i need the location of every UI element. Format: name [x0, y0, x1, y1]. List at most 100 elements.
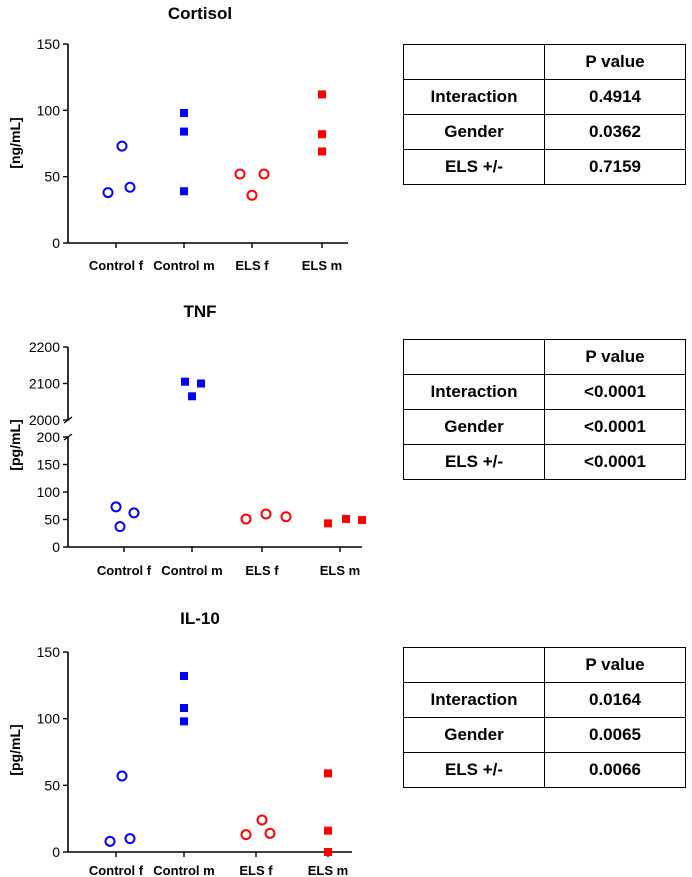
data-point-square [318, 90, 326, 99]
table-row-value: 0.7159 [544, 149, 686, 185]
data-point-square [180, 672, 188, 680]
table-row-value: 0.0362 [544, 114, 686, 150]
y-tick-label: 100 [37, 711, 61, 727]
table-row: Interaction <0.0001 [403, 374, 686, 410]
data-point-circle [264, 827, 276, 839]
data-point-circle [114, 521, 126, 533]
data-point-square [181, 377, 189, 386]
data-point-circle [256, 814, 268, 826]
y-tick-label: 50 [44, 512, 60, 528]
x-tick-label: ELS m [302, 258, 342, 273]
table-row-label: Interaction [403, 79, 545, 115]
data-point-square [188, 392, 196, 401]
table-row: Interaction 0.4914 [403, 79, 686, 115]
il10-panel: IL-10 [pg/mL] 0 50 100 150 Control f Control m E… [0, 590, 692, 877]
table-row-value: 0.0065 [544, 717, 686, 753]
data-point-square [180, 187, 188, 196]
x-tick-label: Control f [89, 863, 144, 877]
y-tick-label: 150 [37, 644, 61, 660]
data-point-circle [240, 829, 252, 841]
data-point-square [342, 514, 350, 523]
tnf-pvalue-table: P value Interaction <0.0001 Gender <0.00… [403, 339, 686, 480]
x-tick-label: ELS f [239, 863, 273, 877]
x-tick-label: Control m [153, 863, 214, 877]
table-row-value: <0.0001 [544, 444, 686, 480]
data-point-square [180, 127, 188, 136]
table-row-value: 0.4914 [544, 79, 686, 115]
data-point-square [180, 704, 188, 712]
il10-plot: IL-10 [pg/mL] 0 50 100 150 Control f Control m E… [7, 609, 352, 877]
x-tick-label: ELS f [245, 563, 279, 578]
data-point-circle [104, 835, 116, 847]
tnf-plot: TNF [pg/mL] 2000 2100 2200 0 50 100 150 200 Contro… [7, 302, 366, 578]
chart-group: Cortisol [ng/mL] 0 50 100 150 Control f Control… [7, 4, 348, 273]
table-row-label: Interaction [403, 374, 545, 410]
y-tick-label: 150 [37, 457, 61, 473]
data-point-square [324, 519, 332, 528]
table-row: ELS +/- 0.0066 [403, 752, 686, 788]
table-row-value: 0.0164 [544, 682, 686, 718]
data-point-circle [102, 187, 114, 199]
data-point-circle [110, 501, 122, 513]
data-point-square [324, 826, 332, 835]
y-tick-label: 100 [37, 484, 61, 500]
y-tick-label: 200 [37, 429, 61, 445]
data-point-circle [124, 181, 136, 193]
table-row-label: Gender [403, 114, 545, 150]
table-header-pvalue: P value [544, 44, 686, 80]
data-point-square [180, 108, 188, 117]
table-row: Gender 0.0065 [403, 717, 686, 753]
table-header-pvalue: P value [544, 339, 686, 375]
data-point-circle [240, 513, 252, 525]
y-tick-label: 150 [37, 36, 61, 52]
y-tick-label: 100 [37, 102, 61, 118]
x-tick-label: Control f [97, 563, 152, 578]
table-row-label: Gender [403, 717, 545, 753]
y-tick-label: 0 [52, 235, 60, 251]
x-tick-label: Control m [153, 258, 214, 273]
y-axis-label: [pg/mL] [7, 724, 23, 775]
cortisol-pvalue-table: P value Interaction 0.4914 Gender 0.0362… [403, 44, 686, 185]
table-row-label: ELS +/- [403, 149, 545, 185]
x-tick-label: ELS m [320, 563, 360, 578]
data-point-square [318, 147, 326, 156]
y-tick-label: 2200 [29, 339, 60, 355]
table-row: ELS +/- <0.0001 [403, 444, 686, 480]
table-header-row: P value [403, 339, 686, 375]
chart-title: Cortisol [168, 4, 232, 23]
x-tick-label: ELS m [308, 863, 348, 877]
chart-title: TNF [183, 302, 216, 321]
data-point-square [324, 848, 332, 856]
cortisol-plot: Cortisol [ng/mL] 0 50 100 150 Control f Control… [7, 4, 348, 273]
x-tick-label: Control m [161, 563, 222, 578]
y-tick-label: 0 [52, 844, 60, 860]
il10-pvalue-table: P value Interaction 0.0164 Gender 0.0065… [403, 647, 686, 788]
data-point-circle [258, 168, 270, 180]
table-row-label: ELS +/- [403, 752, 545, 788]
data-point-square [180, 717, 188, 726]
x-tick-label: Control f [89, 258, 144, 273]
data-point-square [324, 769, 332, 778]
data-point-square [358, 516, 366, 525]
table-header-row: P value [403, 44, 686, 80]
y-tick-label: 50 [44, 169, 60, 185]
cortisol-panel: Cortisol [ng/mL] 0 50 100 150 Control f Control… [0, 0, 692, 290]
y-tick-label: 0 [52, 539, 60, 555]
chart-group: IL-10 [pg/mL] 0 50 100 150 Control f Control m E… [7, 609, 352, 877]
data-point-circle [124, 833, 136, 845]
data-point-square [318, 130, 326, 139]
y-tick-label: 50 [44, 777, 60, 793]
x-tick-label: ELS f [235, 258, 269, 273]
table-header-empty [403, 647, 545, 683]
data-point-circle [260, 508, 272, 520]
table-header-pvalue: P value [544, 647, 686, 683]
table-row-label: Gender [403, 409, 545, 445]
table-row: ELS +/- 0.7159 [403, 149, 686, 185]
table-row: Interaction 0.0164 [403, 682, 686, 718]
table-header-row: P value [403, 647, 686, 683]
tnf-panel: TNF [pg/mL] 2000 2100 2200 0 50 100 150 200 Contro… [0, 290, 692, 590]
data-point-circle [280, 511, 292, 523]
table-row-value: 0.0066 [544, 752, 686, 788]
chart-title: IL-10 [180, 609, 220, 628]
table-header-empty [403, 44, 545, 80]
